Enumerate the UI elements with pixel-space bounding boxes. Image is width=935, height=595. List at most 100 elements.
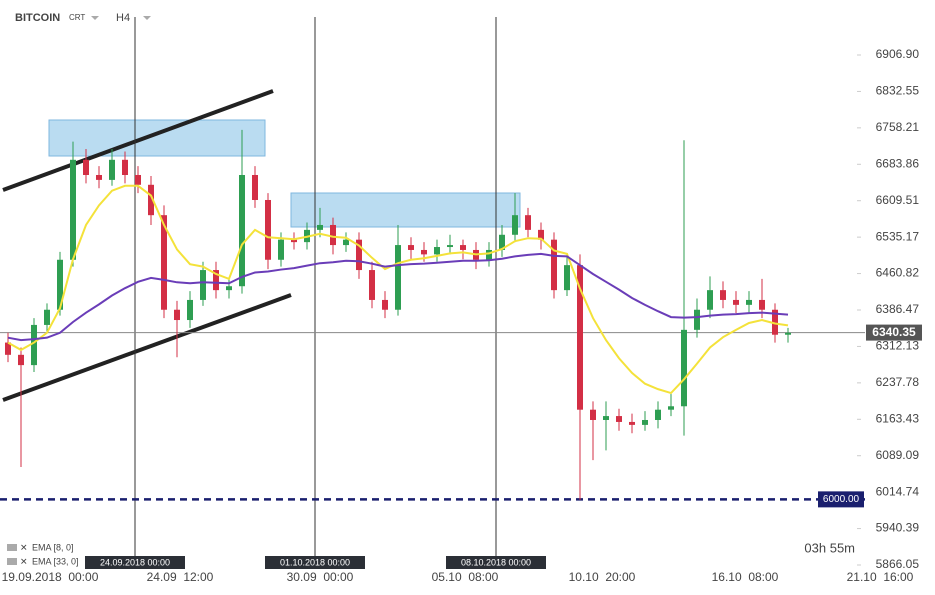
candle-body — [616, 416, 622, 422]
candle-body — [499, 234, 505, 250]
ema-line — [7, 252, 789, 342]
dropdown-arrow[interactable] — [143, 16, 151, 20]
candle-body — [785, 332, 791, 335]
legend-entry: EMA [33, 0] — [32, 556, 79, 566]
candle-body — [629, 421, 635, 425]
candle-body — [668, 406, 674, 410]
y-tick-label: 6312.13 — [876, 339, 920, 353]
candle-body — [720, 290, 726, 300]
candle-body — [265, 199, 271, 260]
candle-body — [408, 245, 414, 250]
y-tick-label: 6906.90 — [876, 47, 920, 61]
candle-body — [603, 416, 609, 420]
candle-body — [291, 239, 297, 243]
candle-body — [447, 245, 453, 248]
candle-body — [434, 247, 440, 255]
candle-body — [18, 354, 24, 366]
marker-label: 08.10.2018 00:00 — [461, 557, 531, 567]
x-tick-label: 24.09 12:00 — [147, 570, 214, 584]
candle-body — [733, 299, 739, 305]
candle-body — [395, 245, 401, 310]
candle-body — [577, 265, 583, 410]
candle-body — [187, 299, 193, 321]
interval[interactable]: H4 — [116, 12, 130, 24]
candle-body — [525, 215, 531, 230]
candle-body — [486, 249, 492, 260]
candle-body — [460, 245, 466, 250]
candle-body — [83, 159, 89, 175]
mode[interactable]: CRT — [69, 13, 85, 22]
candle-body — [421, 249, 427, 255]
candle-body — [174, 309, 180, 321]
candle-body — [551, 239, 557, 291]
candle-body — [746, 299, 752, 305]
candle-body — [31, 324, 37, 366]
candle-body — [694, 309, 700, 330]
candle-body — [369, 270, 375, 300]
price-level-label: 6340.35 — [872, 325, 916, 339]
y-tick-label: 6163.43 — [876, 411, 920, 425]
legend-close[interactable]: ✕ — [20, 542, 28, 552]
price-level-box — [818, 491, 864, 508]
legend-icon[interactable] — [7, 544, 17, 551]
candle-body — [96, 174, 102, 180]
candle-body — [135, 174, 141, 185]
candle-body — [707, 290, 713, 310]
y-tick-label: 6014.74 — [876, 484, 920, 498]
legend: ✕ EMA [8, 0] ✕ EMA [33, 0] — [7, 542, 79, 566]
candle-body — [382, 299, 388, 310]
channel-line — [2, 89, 274, 192]
channel-line — [2, 293, 292, 402]
y-tick-label: 6535.17 — [876, 229, 920, 243]
candle-body — [564, 265, 570, 291]
marker-flag — [446, 556, 546, 569]
x-tick-label: 05.10 08:00 — [432, 570, 499, 584]
candle-body — [538, 229, 544, 240]
candle-body — [5, 342, 11, 355]
x-tick-label: 10.10 20:00 — [569, 570, 636, 584]
candle-body — [330, 224, 336, 246]
y-tick-label: 6386.47 — [876, 302, 920, 316]
dropdown-arrow[interactable] — [91, 16, 99, 20]
candle-body — [161, 215, 167, 310]
candle-body — [681, 329, 687, 407]
candle-body — [278, 239, 284, 260]
legend-close[interactable]: ✕ — [20, 556, 28, 566]
legend-icon[interactable] — [7, 558, 17, 565]
candle-body — [512, 215, 518, 235]
marker-flag — [85, 556, 185, 569]
y-tick-label: 6089.09 — [876, 448, 920, 462]
candle-body — [44, 309, 50, 325]
y-tick-label: 6237.78 — [876, 375, 920, 389]
candle-body — [642, 419, 648, 425]
candle-body — [57, 259, 63, 310]
candle-body — [200, 270, 206, 300]
marker-label: 01.10.2018 00:00 — [280, 557, 350, 567]
x-tick-label: 16.10 08:00 — [712, 570, 779, 584]
candle-body — [239, 174, 245, 287]
x-tick-label: 19.09.2018 00:00 — [2, 570, 99, 584]
zone — [290, 192, 521, 228]
countdown: 03h 55m — [804, 540, 855, 555]
marker-flag — [265, 556, 365, 569]
x-tick-label: 30.09 00:00 — [287, 570, 354, 584]
candle-body — [148, 184, 154, 216]
candle-body — [109, 159, 115, 180]
y-tick-label: 6609.51 — [876, 193, 920, 207]
candle-body — [343, 239, 349, 246]
y-tick-label: 6832.55 — [876, 84, 920, 98]
y-tick-label: 6460.82 — [876, 266, 920, 280]
marker-label: 24.09.2018 00:00 — [100, 557, 170, 567]
candle-body — [122, 159, 128, 175]
candle-body — [655, 409, 661, 420]
candle-body — [759, 299, 765, 310]
y-tick-label: 5866.05 — [876, 557, 920, 571]
zone — [48, 119, 266, 157]
symbol[interactable]: BITCOIN — [15, 12, 60, 24]
y-tick-label: 6683.86 — [876, 156, 920, 170]
price-level-label: 6000.00 — [823, 494, 860, 505]
candle-body — [772, 309, 778, 335]
y-tick-label: 5940.39 — [876, 521, 920, 535]
